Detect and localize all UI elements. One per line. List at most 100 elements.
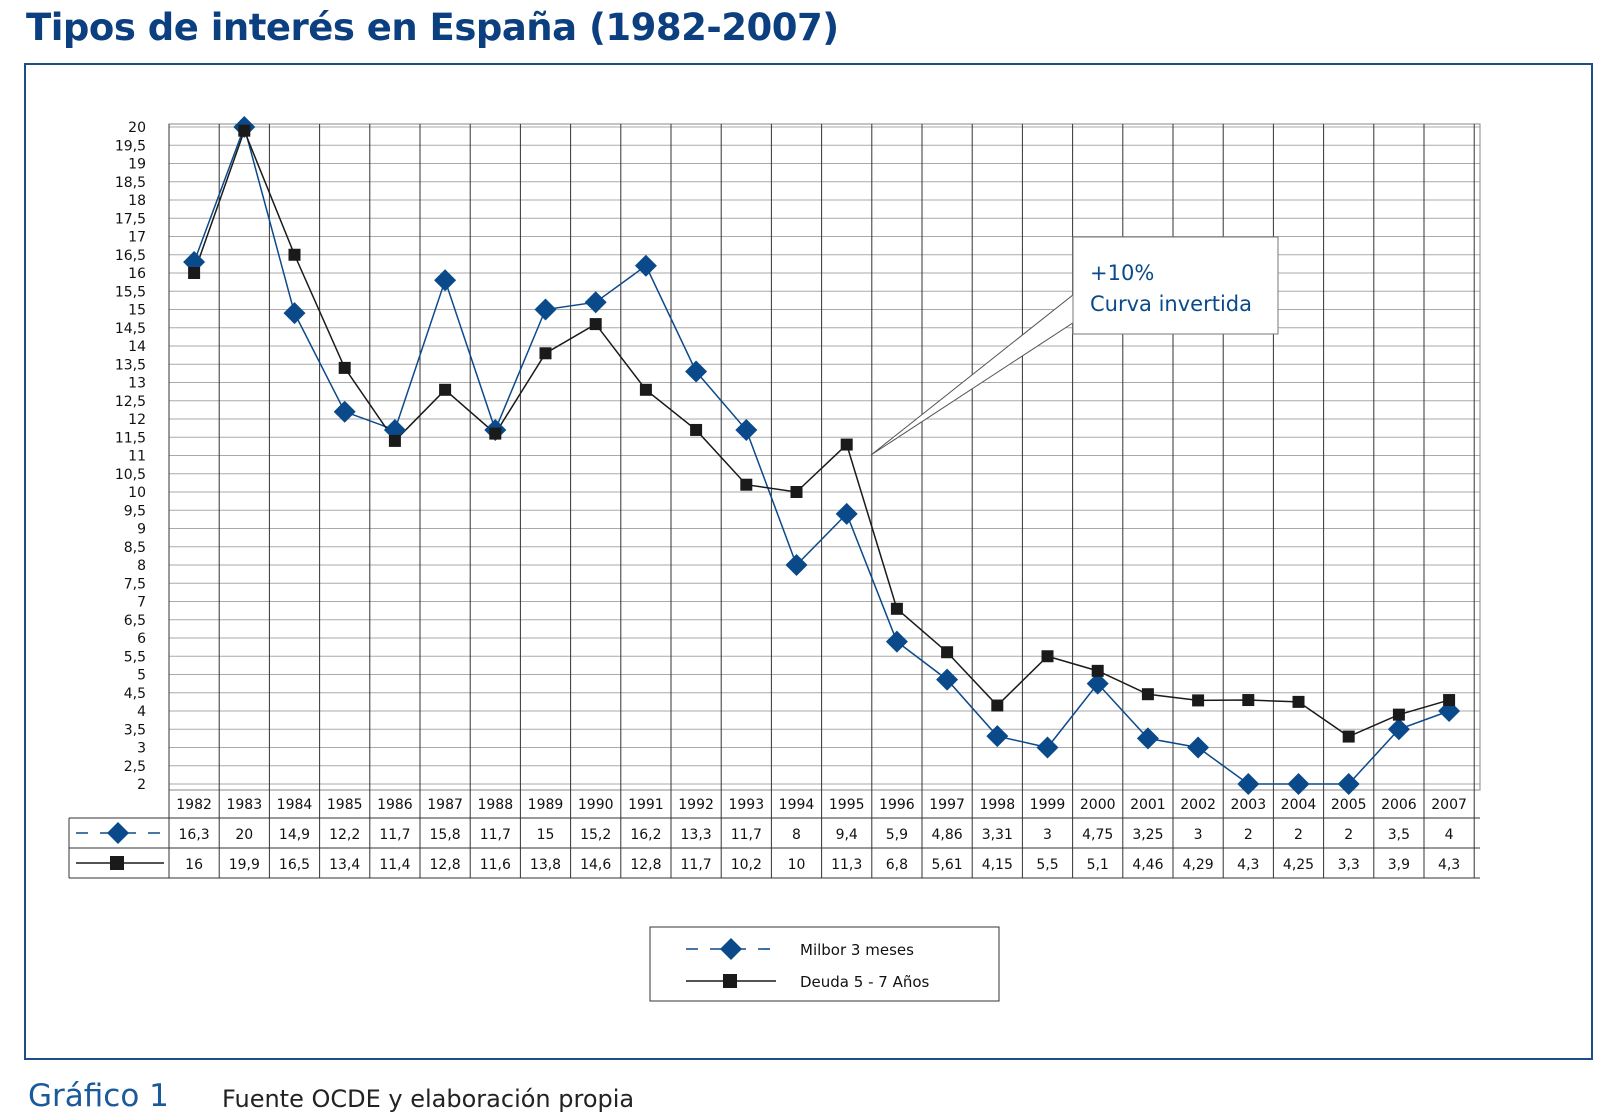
legend-diamond-icon bbox=[720, 938, 742, 960]
y-tick-label: 18 bbox=[128, 193, 146, 209]
y-tick-label: 2,5 bbox=[124, 759, 146, 775]
data-table-cell: 16,3 bbox=[179, 827, 210, 843]
callout-box bbox=[1072, 236, 1279, 335]
data-table-cell: 11,7 bbox=[379, 827, 410, 843]
x-tick-label: 1989 bbox=[528, 797, 564, 813]
y-tick-label: 16,5 bbox=[115, 248, 146, 264]
x-tick-label: 1982 bbox=[176, 797, 212, 813]
y-tick-label: 5,5 bbox=[124, 649, 146, 665]
x-tick-label: 1984 bbox=[277, 797, 313, 813]
data-table-cell: 4,29 bbox=[1183, 857, 1214, 873]
data-point-diamond bbox=[735, 418, 758, 441]
data-point-square bbox=[740, 478, 753, 491]
data-table-cell: 11,7 bbox=[480, 827, 511, 843]
y-tick-label: 7 bbox=[137, 595, 146, 611]
y-tick-label: 18,5 bbox=[115, 175, 146, 191]
data-point-diamond bbox=[1136, 727, 1159, 750]
data-point-square bbox=[790, 486, 803, 498]
y-tick-label: 13 bbox=[128, 376, 146, 392]
data-table-cell: 16 bbox=[185, 857, 203, 873]
data-table-cell: 3,3 bbox=[1338, 857, 1360, 873]
y-tick-label: 9 bbox=[137, 522, 146, 538]
data-table-cell: 15,2 bbox=[580, 827, 611, 843]
y-tick-label: 20 bbox=[128, 120, 146, 136]
y-tick-label: 4,5 bbox=[124, 686, 146, 702]
data-point-diamond bbox=[1337, 773, 1360, 795]
y-tick-label: 3 bbox=[137, 741, 146, 757]
data-table-cell: 3,5 bbox=[1388, 827, 1410, 843]
data-point-square bbox=[1242, 694, 1255, 707]
y-tick-label: 15,5 bbox=[115, 284, 146, 300]
data-point-square bbox=[1342, 730, 1355, 743]
data-table-cell: 14,6 bbox=[580, 857, 611, 873]
y-tick-label: 5 bbox=[137, 668, 146, 684]
x-tick-label: 1985 bbox=[327, 797, 363, 813]
data-table-cell: 5,5 bbox=[1036, 857, 1058, 873]
y-tick-label: 2 bbox=[137, 777, 146, 793]
data-point-square bbox=[288, 248, 301, 261]
data-point-square bbox=[238, 124, 251, 137]
x-tick-label: 1990 bbox=[578, 797, 614, 813]
data-point-square bbox=[639, 383, 652, 396]
y-tick-label: 6,5 bbox=[124, 613, 146, 629]
data-table-cell: 19,9 bbox=[229, 857, 260, 873]
data-point-diamond bbox=[885, 630, 908, 653]
data-point-square bbox=[489, 427, 502, 440]
x-tick-label: 1998 bbox=[979, 797, 1015, 813]
data-point-diamond bbox=[685, 360, 708, 383]
data-point-square bbox=[941, 646, 954, 659]
y-tick-label: 8 bbox=[137, 558, 146, 574]
figure-label: Gráfico 1 bbox=[28, 1078, 169, 1114]
data-point-diamond bbox=[434, 269, 457, 292]
data-point-diamond bbox=[785, 554, 808, 576]
data-point-square bbox=[1192, 694, 1205, 707]
y-tick-label: 3,5 bbox=[124, 722, 146, 738]
y-tick-label: 9,5 bbox=[124, 503, 146, 519]
x-tick-label: 2006 bbox=[1381, 797, 1417, 813]
y-tick-label: 12,5 bbox=[115, 394, 146, 410]
y-tick-label: 7,5 bbox=[124, 576, 146, 592]
data-point-diamond bbox=[1187, 736, 1210, 759]
data-point-diamond bbox=[283, 302, 306, 325]
x-tick-label: 1995 bbox=[829, 797, 865, 813]
data-point-diamond bbox=[333, 400, 356, 423]
data-table-cell: 14,9 bbox=[279, 827, 310, 843]
data-point-square bbox=[338, 361, 351, 374]
data-point-diamond bbox=[835, 502, 858, 525]
data-point-square bbox=[690, 423, 703, 436]
y-tick-label: 10 bbox=[128, 485, 146, 501]
data-point-diamond bbox=[1387, 718, 1410, 741]
data-table-cell: 13,4 bbox=[329, 857, 360, 873]
x-tick-label: 1999 bbox=[1030, 797, 1066, 813]
data-table-cell: 4,15 bbox=[982, 857, 1013, 873]
data-point-square bbox=[188, 267, 201, 279]
data-table-cell: 6,8 bbox=[886, 857, 908, 873]
plot-area-border bbox=[168, 123, 1481, 791]
data-point-diamond bbox=[1237, 773, 1260, 795]
table-key-diamond-icon bbox=[107, 822, 129, 844]
x-tick-label: 1991 bbox=[628, 797, 664, 813]
x-tick-label: 1997 bbox=[929, 797, 965, 813]
data-table-cell: 9,4 bbox=[836, 827, 858, 843]
y-tick-label: 19,5 bbox=[115, 138, 146, 154]
data-table-cell: 5,9 bbox=[886, 827, 908, 843]
y-tick-label: 11,5 bbox=[115, 430, 146, 446]
data-point-square bbox=[1392, 708, 1405, 721]
data-point-diamond bbox=[1086, 672, 1109, 695]
x-tick-label: 1992 bbox=[678, 797, 714, 813]
line-chart: 2 2,5 3 3,5 4 4,5 5 5,5 6 6,5 7 7,5 8 8,5 9 9,5 10 10,5 11… bbox=[68, 116, 1481, 1002]
data-point-square bbox=[840, 438, 853, 451]
data-table-cell: 11,3 bbox=[831, 857, 862, 873]
x-tick-label: 1996 bbox=[879, 797, 915, 813]
data-table-cell: 10,2 bbox=[731, 857, 762, 873]
series-line-1 bbox=[193, 124, 1450, 785]
callout-line-2: Curva invertida bbox=[1090, 292, 1252, 316]
chart-title: Tipos de interés en España (1982-2007) bbox=[26, 6, 839, 49]
data-table-cell: 3,31 bbox=[982, 827, 1013, 843]
x-tick-label: 2003 bbox=[1230, 797, 1266, 813]
legend-label-series-1: Milbor 3 meses bbox=[800, 941, 914, 959]
data-point-square bbox=[539, 347, 552, 360]
y-tick-label: 14,5 bbox=[115, 321, 146, 337]
data-table-cell: 2 bbox=[1294, 827, 1303, 843]
data-point-diamond bbox=[534, 298, 557, 321]
